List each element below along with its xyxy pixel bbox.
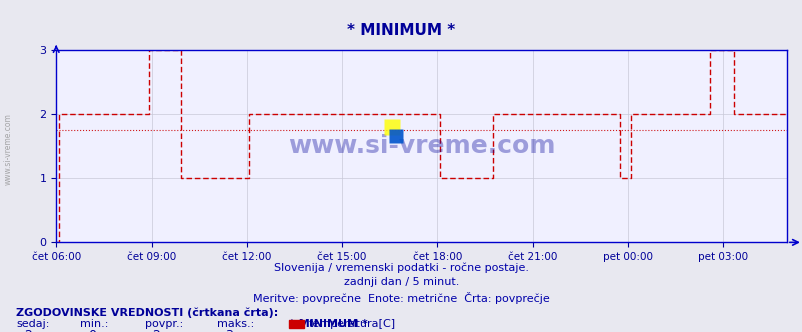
Text: ZGODOVINSKE VREDNOSTI (črtkana črta):: ZGODOVINSKE VREDNOSTI (črtkana črta): (16, 307, 278, 318)
Text: 2: 2 (24, 329, 32, 332)
Text: min.:: min.: (80, 319, 108, 329)
Text: www.si-vreme.com: www.si-vreme.com (287, 134, 555, 158)
Text: 3: 3 (225, 329, 233, 332)
Text: zadnji dan / 5 minut.: zadnji dan / 5 minut. (343, 277, 459, 287)
Text: Meritve: povprečne  Enote: metrične  Črta: povprečje: Meritve: povprečne Enote: metrične Črta:… (253, 292, 549, 304)
Text: sedaj:: sedaj: (16, 319, 50, 329)
Text: www.si-vreme.com: www.si-vreme.com (4, 114, 13, 185)
Text: * MINIMUM *: * MINIMUM * (289, 319, 367, 329)
Text: * MINIMUM *: * MINIMUM * (347, 23, 455, 38)
Text: temperatura[C]: temperatura[C] (309, 319, 395, 329)
Text: povpr.:: povpr.: (144, 319, 183, 329)
Text: Slovenija / vremenski podatki - ročne postaje.: Slovenija / vremenski podatki - ročne po… (273, 262, 529, 273)
Text: 2: 2 (152, 329, 160, 332)
Text: 0: 0 (88, 329, 96, 332)
Text: maks.:: maks.: (217, 319, 253, 329)
